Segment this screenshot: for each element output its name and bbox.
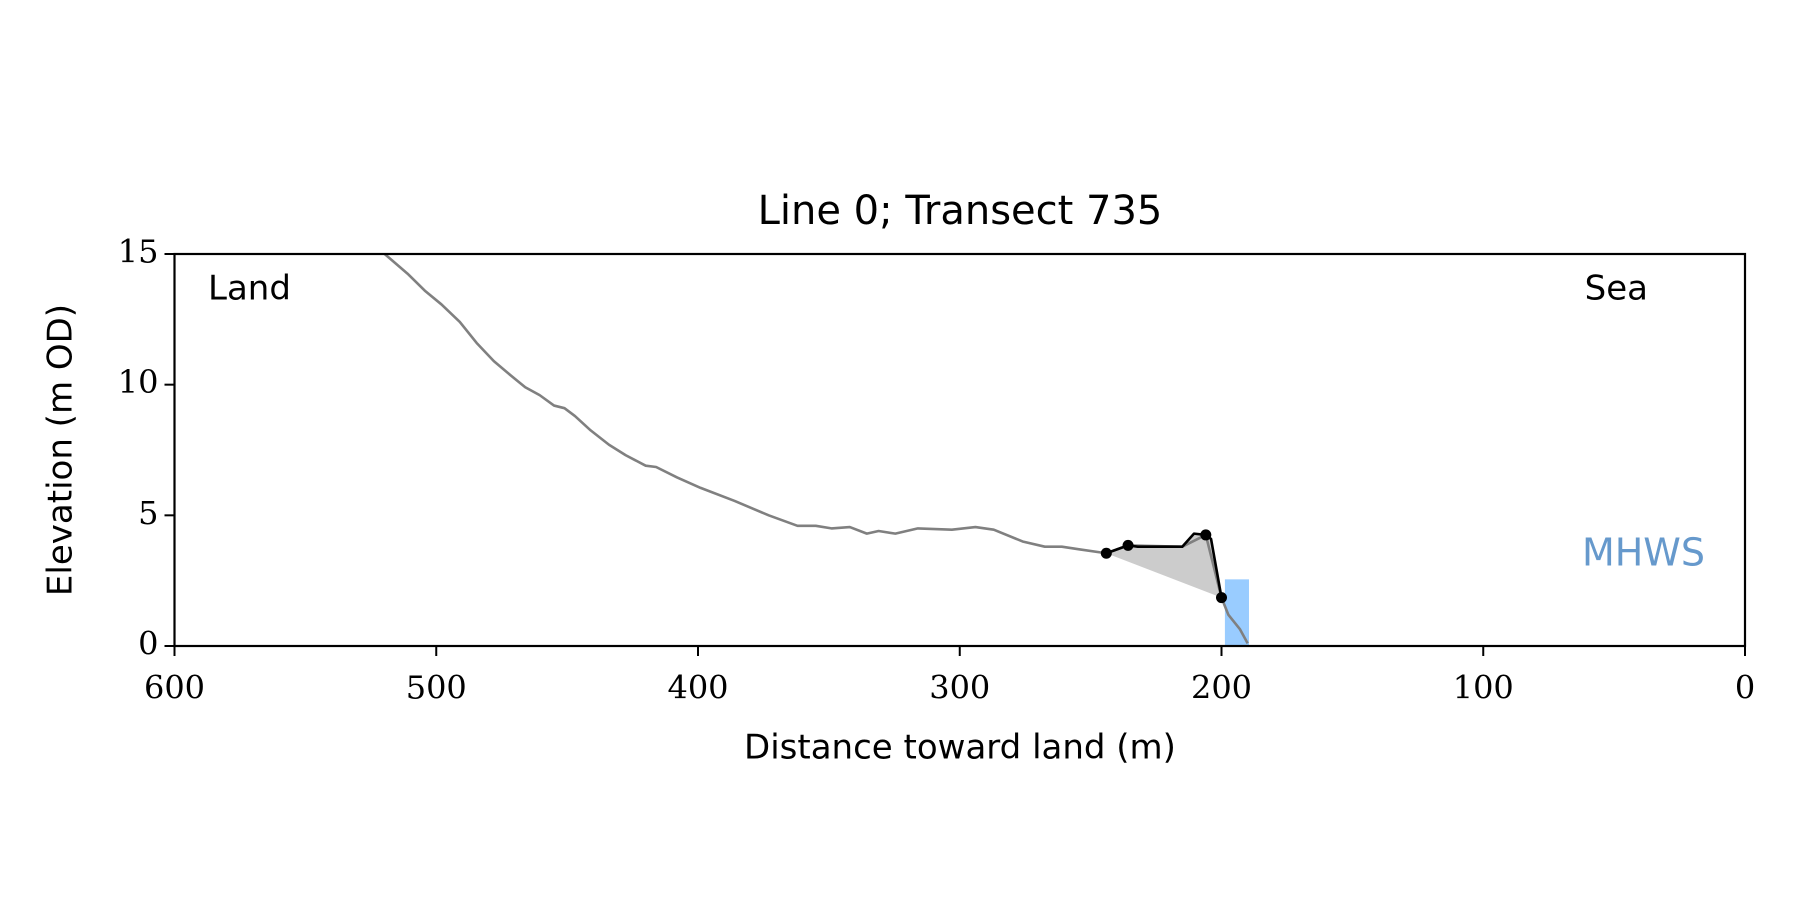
chart-title: Line 0; Transect 735 (758, 188, 1163, 234)
y-axis-label: Elevation (m OD) (41, 304, 81, 596)
x-axis-label: Distance toward land (m) (744, 728, 1176, 768)
x-tick-label: 400 (667, 669, 728, 707)
x-tick-label: 500 (406, 669, 467, 707)
y-tick-label: 0 (138, 625, 158, 663)
x-tick-label: 100 (1453, 669, 1514, 707)
profile-line (383, 254, 1249, 645)
y-tick-label: 10 (118, 363, 159, 401)
profile-point (1216, 592, 1227, 604)
x-tick-label: 200 (1191, 669, 1252, 707)
x-tick-label: 0 (1735, 669, 1755, 707)
y-tick-label: 15 (118, 233, 159, 271)
profile-point (1200, 529, 1212, 541)
mhws-label: MHWS (1582, 531, 1705, 575)
profile-point (1100, 547, 1112, 559)
land-label: Land (208, 269, 291, 309)
profile-point (1122, 539, 1134, 551)
x-tick-label: 300 (929, 669, 990, 707)
x-tick-label: 600 (144, 669, 205, 707)
y-tick-label: 5 (138, 494, 158, 532)
sea-label: Sea (1585, 269, 1648, 309)
eroded-area (1106, 533, 1222, 598)
plot-frame (173, 252, 1747, 648)
